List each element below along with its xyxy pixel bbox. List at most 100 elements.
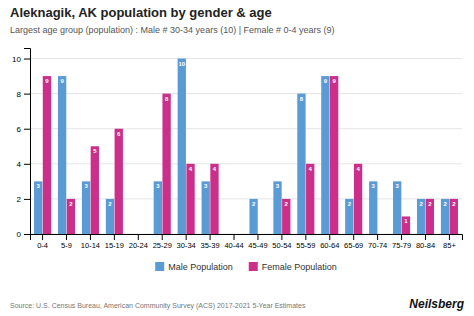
tick-mark: [24, 199, 30, 200]
tick-mark: [449, 234, 450, 240]
tick: 80-84: [416, 234, 435, 250]
bar-series: [43, 76, 458, 234]
tick-label: 15-19: [105, 241, 124, 250]
tick: 75-79: [392, 234, 411, 250]
tick: 65-69: [344, 234, 363, 250]
bar: [130, 234, 138, 235]
bar: [202, 181, 210, 234]
tick-mark: [305, 234, 306, 240]
tick-label: 8: [17, 90, 22, 99]
tick-mark: [353, 234, 354, 240]
bar: [258, 234, 266, 235]
tick: 35-39: [201, 234, 220, 250]
bar: [139, 234, 147, 235]
bar: [234, 234, 242, 235]
bar: [178, 59, 186, 234]
tick-mark: [401, 234, 402, 240]
data-label: 2: [419, 201, 423, 207]
data-label: 5: [93, 148, 97, 154]
tick: 4: [17, 160, 30, 169]
tick-mark: [24, 234, 30, 235]
tick: 20-24: [129, 234, 148, 250]
tick: 85+: [443, 234, 456, 250]
bar: [393, 181, 401, 234]
tick-mark: [377, 234, 378, 240]
data-label: 3: [84, 183, 88, 189]
data-label: 4: [213, 166, 217, 172]
title: Aleknagik, AK population by gender & age: [10, 5, 272, 20]
data-label: 1: [404, 218, 408, 224]
axis-line: [31, 235, 463, 241]
bar: [426, 199, 434, 234]
bar: [249, 199, 257, 234]
tick-mark: [234, 234, 235, 240]
tick-label: 75-79: [392, 241, 411, 250]
data-label: 10: [178, 61, 185, 67]
data-label: 3: [156, 183, 160, 189]
data-label: 6: [117, 131, 121, 137]
bar: [450, 199, 458, 234]
tick-label: 50-54: [272, 241, 291, 250]
tick: 30-34: [177, 234, 196, 250]
data-label: 9: [60, 78, 64, 84]
bar: [297, 94, 305, 234]
tick-label: 55-59: [296, 241, 315, 250]
tick: 50-54: [272, 234, 291, 250]
bar: [210, 164, 218, 234]
tick-mark: [281, 234, 282, 240]
bar: [186, 164, 194, 234]
tick: 10-14: [81, 234, 100, 250]
bar: [441, 199, 449, 234]
bar: [321, 76, 329, 234]
tick-label: 25-29: [153, 241, 172, 250]
data-label: 8: [165, 96, 169, 102]
data-label: 2: [69, 201, 73, 207]
legend-swatch: [155, 262, 164, 271]
tick-mark: [24, 129, 30, 130]
data-label: 2: [285, 201, 289, 207]
axis-line: [24, 49, 31, 235]
bar: [82, 181, 90, 234]
tick-mark: [186, 234, 187, 240]
bar: [162, 94, 170, 234]
tick: 5-9: [61, 234, 72, 250]
data-label: 3: [37, 183, 41, 189]
legend-label: Male Population: [168, 262, 233, 272]
tick-label: 80-84: [416, 241, 435, 250]
grid-line: [30, 58, 462, 59]
data-label: 9: [324, 78, 328, 84]
tick-label: 20-24: [129, 241, 148, 250]
bar: [273, 181, 281, 234]
bar: [330, 76, 338, 234]
data-label: 3: [372, 183, 376, 189]
tick-label: 45-49: [248, 241, 267, 250]
tick-label: 5-9: [61, 241, 72, 250]
tick-label: 35-39: [201, 241, 220, 250]
tick-mark: [42, 234, 43, 240]
data-label: 2: [443, 201, 447, 207]
tick-label: 6: [17, 125, 22, 134]
data-label: 4: [189, 166, 193, 172]
branding: Neilsberg: [409, 297, 464, 311]
bar: [417, 199, 425, 234]
bar: [282, 199, 290, 234]
data-labels: 3932310323892332292568442494122: [37, 61, 457, 225]
data-label: 9: [45, 78, 49, 84]
bar: [115, 129, 123, 234]
tick-mark: [24, 164, 30, 165]
data-label: 2: [452, 201, 456, 207]
data-label: 2: [348, 201, 352, 207]
tick-mark: [210, 234, 211, 240]
data-label: 4: [356, 166, 360, 172]
tick: 10: [12, 55, 30, 64]
tick: 25-29: [153, 234, 172, 250]
bars: [34, 59, 458, 234]
tick: 15-19: [105, 234, 124, 250]
tick-mark: [162, 234, 163, 240]
bar: [58, 76, 66, 234]
x-axis: 0-45-910-1415-1920-2425-2930-3435-3940-4…: [31, 234, 463, 250]
legend: Male PopulationFemale Population: [155, 262, 337, 272]
tick: 0: [17, 230, 30, 239]
bar-series: [34, 59, 449, 234]
bar: [345, 199, 353, 234]
